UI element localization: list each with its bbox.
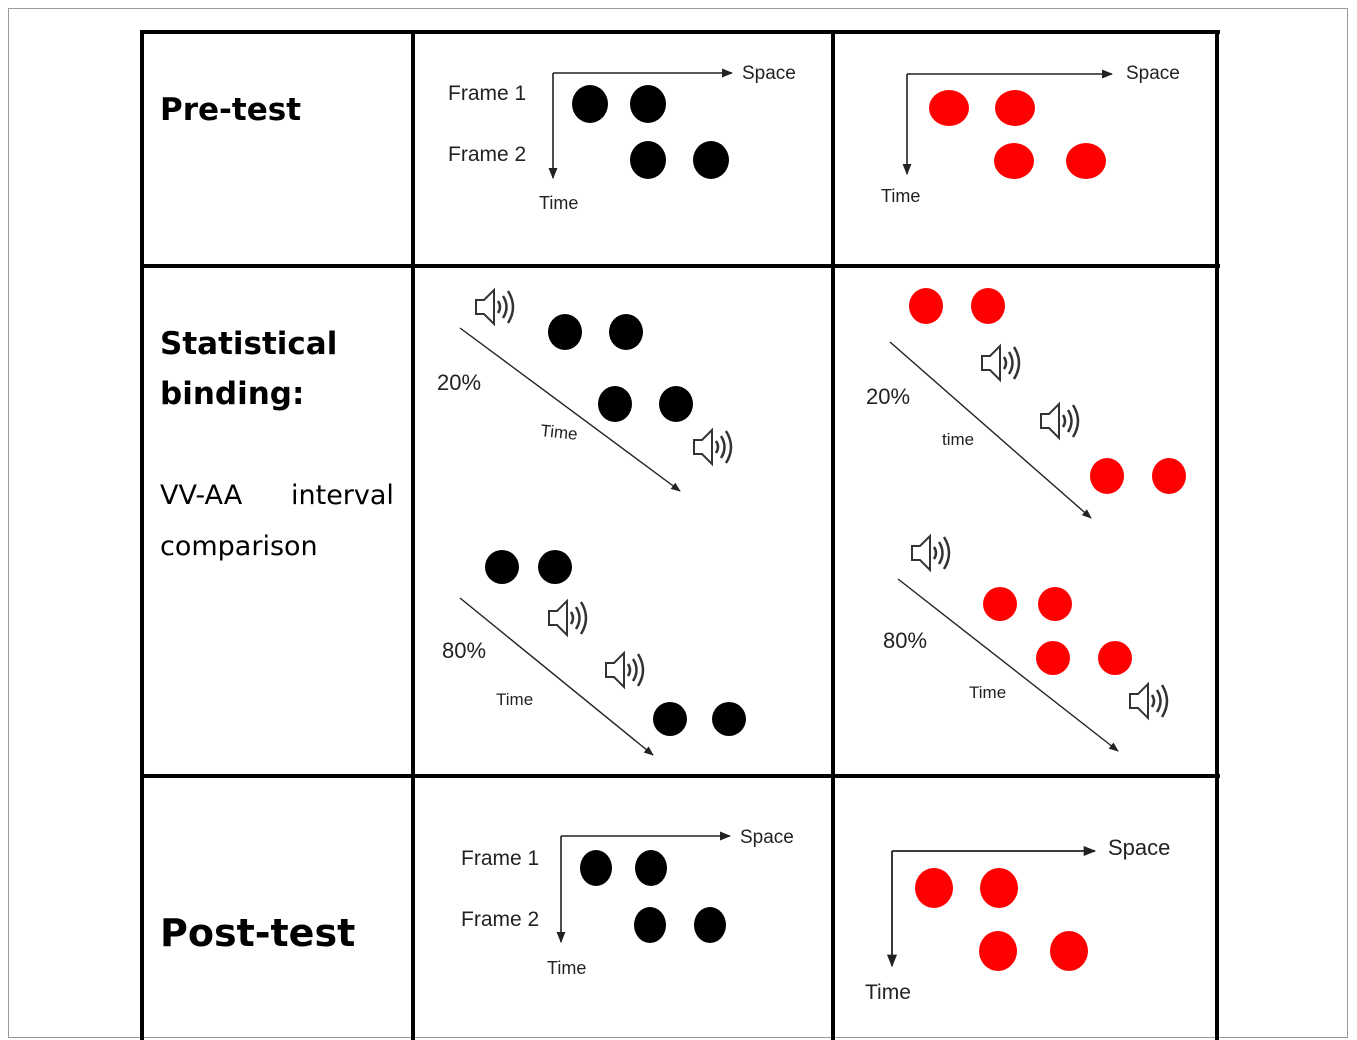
binding-sub-line1-b: interval: [291, 480, 394, 511]
speaker-icon: [910, 534, 951, 572]
dot: [1050, 931, 1088, 971]
time-lower-label: time: [942, 430, 974, 449]
time-axis-label: Time: [540, 421, 579, 444]
percent-80-label: 80%: [883, 628, 927, 653]
dot: [635, 850, 667, 886]
dot: [929, 90, 969, 126]
space-axis-label: Space: [740, 827, 794, 848]
dot: [694, 907, 726, 943]
col-divider-2: [831, 30, 835, 1040]
dot: [979, 931, 1017, 971]
dot: [712, 702, 746, 736]
dot: [598, 386, 632, 422]
dot: [994, 143, 1034, 179]
dot: [634, 907, 666, 943]
dot: [580, 850, 612, 886]
time-axis-label: Time: [496, 690, 533, 709]
binding-label-line1: Statistical: [160, 326, 338, 362]
dot: [609, 314, 643, 350]
speaker-icon: [1128, 682, 1169, 720]
col-divider-1: [411, 30, 415, 1040]
speaker-icon: [692, 428, 733, 466]
dot: [1036, 641, 1070, 675]
binding-label-line2: binding:: [160, 376, 305, 412]
posttest-label: Post-test: [160, 911, 356, 955]
table-border-left: [140, 30, 144, 1040]
dot: [630, 141, 666, 179]
speaker-icon: [604, 651, 645, 689]
frame2-label: Frame 2: [461, 908, 539, 931]
dot: [980, 868, 1018, 908]
dot: [1098, 641, 1132, 675]
paradigm-table: [140, 30, 1220, 1040]
dot: [971, 288, 1005, 324]
row-divider-1: [140, 264, 1220, 268]
time-axis-label: Time: [969, 683, 1006, 702]
time-axis-label: Time: [881, 186, 920, 206]
binding-sub-line1-a: VV-AA: [160, 480, 243, 511]
dot: [983, 587, 1017, 621]
dot: [485, 550, 519, 584]
dot: [909, 288, 943, 324]
frame2-label: Frame 2: [448, 143, 526, 166]
binding-black-panel: 20% Time 80% Time: [416, 268, 830, 774]
dot: [659, 386, 693, 422]
speaker-icon: [1039, 402, 1080, 440]
binding-red-panel: 20% time 80% Time: [836, 268, 1214, 774]
time-axis-label: Time: [547, 958, 586, 978]
row-divider-2: [140, 774, 1220, 778]
space-axis-label: Space: [742, 63, 796, 84]
time-diagonal-arrow: [459, 327, 681, 492]
time-diagonal-arrow: [889, 341, 1092, 519]
time-diagonal-arrow: [897, 578, 1119, 752]
dot: [572, 85, 608, 123]
frame1-label: Frame 1: [448, 82, 526, 105]
speaker-icon: [547, 599, 588, 637]
percent-20-label: 20%: [437, 370, 481, 395]
dot: [693, 141, 729, 179]
space-axis-label: Space: [1108, 835, 1170, 860]
table-border-right: [1215, 30, 1219, 1040]
dot: [915, 868, 953, 908]
dot: [1090, 458, 1124, 494]
percent-80-label: 80%: [442, 638, 486, 663]
percent-20-label: 20%: [866, 384, 910, 409]
dot: [995, 90, 1035, 126]
binding-sub-line2: comparison: [160, 531, 318, 562]
space-axis-label: Space: [1126, 63, 1180, 84]
dot: [1152, 458, 1186, 494]
time-axis-label: Time: [539, 193, 578, 213]
dot: [538, 550, 572, 584]
dot: [1066, 143, 1106, 179]
dot: [653, 702, 687, 736]
posttest-red-panel: Space Time: [836, 778, 1214, 1028]
pretest-label: Pre-test: [160, 92, 302, 128]
pretest-red-panel: Space Time: [836, 34, 1214, 264]
time-axis-label: Time: [865, 981, 911, 1004]
dot: [1038, 587, 1072, 621]
speaker-icon: [980, 344, 1021, 382]
speaker-icon: [474, 288, 515, 326]
dot: [548, 314, 582, 350]
frame1-label: Frame 1: [461, 847, 539, 870]
dot: [630, 85, 666, 123]
table-border-top: [140, 30, 1220, 34]
posttest-black-panel: Space Frame 1 Frame 2 Time: [416, 778, 830, 1028]
pretest-black-panel: Space Frame 1 Frame 2 Time: [416, 34, 830, 264]
time-diagonal-arrow: [459, 597, 654, 756]
